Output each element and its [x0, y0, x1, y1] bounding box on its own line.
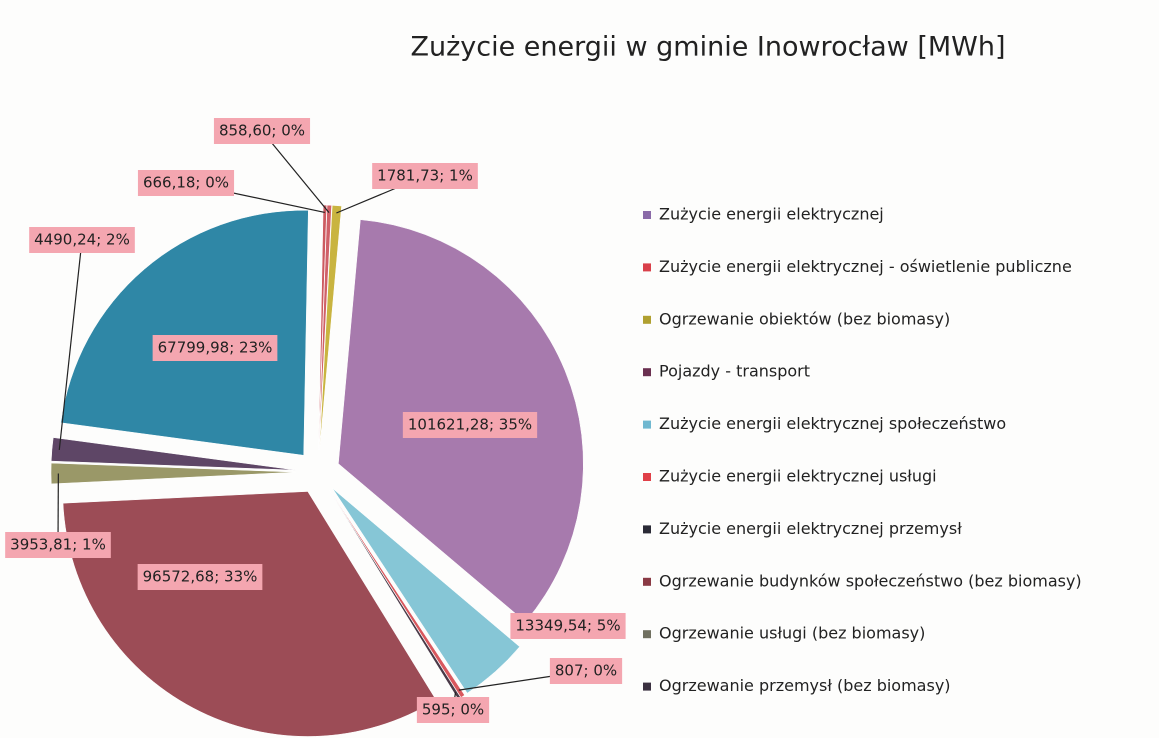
data-label: 666,18; 0% [143, 174, 229, 192]
legend-swatch [643, 682, 651, 691]
legend-swatch [643, 473, 651, 481]
legend-swatch [643, 630, 651, 639]
data-label-box [372, 163, 478, 189]
legend-label: Ogrzewanie usługi (bez biomasy) [659, 624, 925, 643]
chart-title: Zużycie energii w gminie Inowrocław [MWh… [410, 32, 1005, 63]
pie-slice [50, 437, 297, 471]
data-label-box [137, 170, 235, 196]
legend-label: Zużycie energii elektrycznej usługi [659, 467, 937, 486]
data-label: 101621,28; 35% [408, 416, 532, 434]
pie-slice [319, 205, 342, 451]
legend-label: Ogrzewanie budynków społeczeństwo (bez b… [659, 571, 1082, 590]
data-label-box [152, 335, 278, 361]
data-label-box [510, 613, 626, 639]
legend-label: Ogrzewanie obiektów (bez biomasy) [659, 309, 950, 328]
data-label: 67799,98; 23% [158, 339, 273, 357]
data-label-box [5, 532, 111, 558]
pie-slice [318, 204, 332, 451]
leader-line [261, 130, 330, 213]
data-label-box [402, 412, 538, 438]
legend-swatch [643, 577, 651, 586]
legend-label: Zużycie energii elektrycznej [659, 205, 884, 224]
data-label: 858,60; 0% [219, 122, 305, 140]
legend-label: Zużycie energii elektrycznej - oświetlen… [659, 257, 1072, 276]
pie-slice [60, 210, 309, 456]
legend-swatch [643, 525, 651, 534]
data-label: 807; 0% [555, 662, 617, 680]
legend-swatch [643, 263, 651, 272]
data-label: 595; 0% [422, 701, 484, 719]
legend-label: Zużycie energii elektrycznej przemysł [659, 519, 962, 538]
legend-swatch [643, 315, 651, 324]
data-label-box [29, 227, 135, 253]
pie-slice [50, 462, 297, 485]
legend-swatch [643, 211, 651, 219]
data-label-box [137, 564, 263, 590]
legend-label: Zużycie energii elektrycznej społeczeńst… [659, 414, 1006, 433]
legend-label: Pojazdy - transport [659, 362, 810, 381]
legend-swatch [643, 368, 651, 377]
leader-line [58, 239, 83, 450]
data-label: 96572,68; 33% [143, 568, 258, 586]
pie-slice [332, 488, 520, 694]
data-label: 13349,54; 5% [515, 617, 620, 635]
legend-label: Ogrzewanie przemysł (bez biomasy) [659, 676, 951, 695]
data-label: 4490,24; 2% [34, 231, 130, 249]
data-label-box [416, 697, 490, 723]
data-label-box [213, 118, 311, 144]
data-label: 1781,73; 1% [377, 167, 473, 185]
data-label: 3953,81; 1% [10, 536, 106, 554]
pie-slice [62, 491, 437, 737]
legend-swatch [643, 420, 651, 429]
data-label-box [549, 658, 623, 684]
